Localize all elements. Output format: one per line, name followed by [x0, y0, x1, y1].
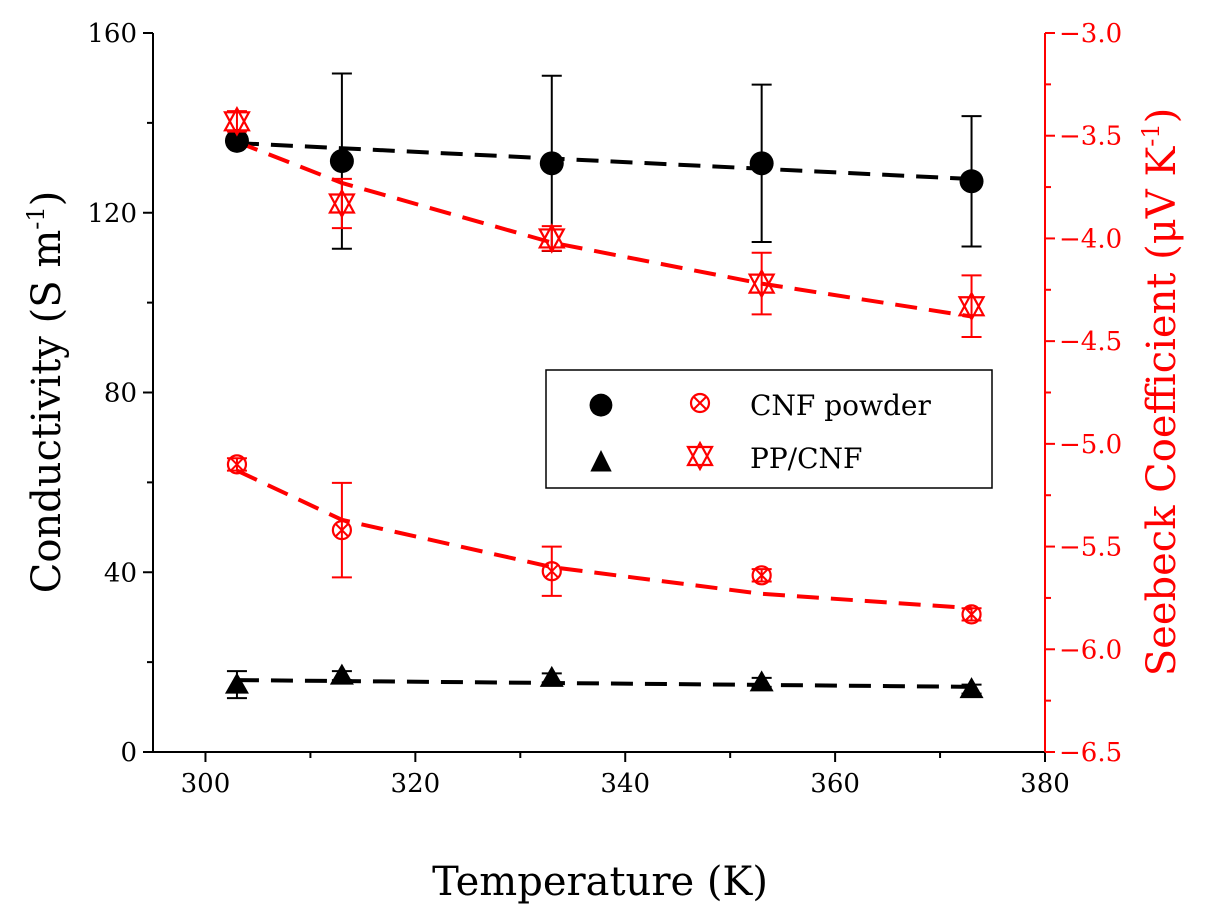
fit-line-1	[236, 678, 972, 689]
x-tick-label: 340	[600, 769, 650, 799]
triangle-part	[328, 193, 356, 219]
y-right-tick-label: −4.5	[1059, 327, 1122, 357]
triangle-part	[747, 273, 776, 299]
data-point-triangle	[749, 670, 774, 692]
x-tick-label: 300	[181, 769, 231, 799]
data-point-triangle	[959, 677, 984, 699]
legend-red-circle-cross-icon	[689, 392, 711, 414]
data-point-circle-cross	[541, 561, 562, 582]
legend-black-triangle-icon: ▲	[590, 442, 612, 475]
triangle-part	[537, 228, 566, 254]
fit-lines-group	[236, 140, 972, 689]
y-right-tick-label: −5.5	[1059, 533, 1122, 563]
data-point-triangle-cross	[223, 106, 251, 137]
legend-box	[545, 369, 993, 489]
y-right-tick-label: −6.5	[1059, 738, 1122, 768]
data-point-triangle-cross	[328, 188, 356, 219]
triangle-part	[747, 268, 776, 294]
cross-part	[544, 564, 559, 579]
y-left-tick-label: 80	[104, 379, 137, 409]
data-point-circle	[749, 151, 774, 176]
y-right-tick-label: −5.0	[1059, 430, 1122, 460]
data-point-circle-cross	[961, 604, 982, 625]
y-right-tick-label: −3.0	[1059, 19, 1122, 49]
circle-part	[751, 565, 772, 586]
fit-line-2	[236, 468, 972, 611]
y-axis-right-title: Seebeck Coefficient (μV K-1)	[1137, 108, 1185, 676]
circle-part	[961, 604, 982, 625]
legend-black-circle-icon: ●	[588, 386, 614, 421]
circle-part	[689, 392, 711, 414]
triangle-part	[328, 188, 356, 214]
triangle-part	[223, 111, 251, 137]
cross-part	[229, 457, 245, 472]
data-point-triangle	[539, 665, 564, 687]
x-tick-label: 360	[810, 769, 860, 799]
y-axis-left-title: Conductivity (S m-1)	[22, 191, 70, 594]
legend-label-cnf-powder: CNF powder	[750, 389, 931, 422]
data-point-triangle-cross	[747, 268, 776, 299]
legend: ● ▲ CNF powder PP/CNF	[545, 369, 993, 489]
triangle-part	[957, 296, 986, 322]
triangle-part	[686, 445, 714, 472]
triangle-part	[957, 290, 986, 317]
legend-red-markers	[686, 392, 714, 472]
circle-part	[541, 561, 562, 582]
data-point-circle-cross	[226, 454, 248, 475]
circle-part	[331, 520, 352, 541]
triangle-part	[223, 106, 251, 132]
triangle-part	[686, 440, 714, 467]
data-point-triangle-cross	[537, 223, 566, 254]
axes-group: 300 320 340 360 380 0 40 80 120 160 −6.5 −6.0 −5.5 −5…	[87, 19, 1122, 799]
data-point-circle	[224, 128, 249, 153]
data-point-circle	[959, 169, 984, 194]
y-left-tick-label: 160	[87, 19, 137, 49]
y-left-tick-label: 0	[120, 738, 137, 768]
fit-line-0	[236, 141, 972, 182]
data-point-circle-cross	[751, 565, 772, 586]
data-point-triangle-cross	[957, 290, 986, 322]
markers-group	[223, 72, 986, 700]
data-point-circle	[539, 151, 564, 176]
y-right-tick-label: −4.0	[1059, 224, 1122, 254]
fit-line-3	[236, 140, 972, 319]
cross-part	[334, 522, 350, 538]
cross-part	[692, 395, 708, 411]
y-right-tick-label: −3.5	[1059, 122, 1122, 152]
circle-part	[226, 454, 248, 475]
data-point-circle-cross	[331, 520, 352, 541]
y-left-tick-label: 120	[87, 199, 137, 229]
legend-red-triangle-cross-icon	[686, 440, 714, 472]
x-axis-title: Temperature (K)	[432, 859, 768, 905]
y-right-tick-label: −6.0	[1059, 635, 1122, 665]
x-tick-label: 380	[1020, 769, 1070, 799]
x-tick-label: 320	[391, 769, 441, 799]
y-left-tick-label: 40	[104, 558, 137, 588]
data-point-circle	[329, 149, 354, 174]
data-point-triangle	[329, 663, 354, 685]
legend-label-pp-cnf: PP/CNF	[750, 442, 862, 475]
triangle-part	[537, 223, 566, 249]
data-point-triangle	[224, 672, 249, 694]
cross-part	[964, 607, 979, 622]
cross-part	[754, 568, 769, 583]
